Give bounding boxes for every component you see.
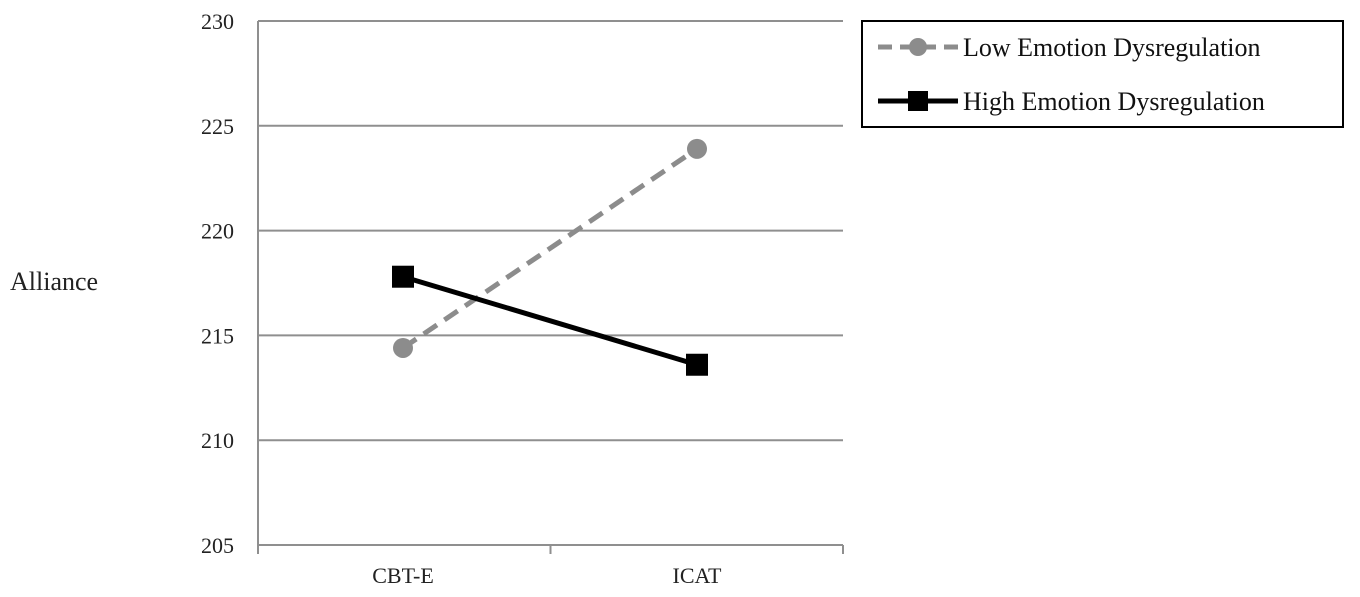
legend: Low Emotion Dysregulation High Emotion Dy… — [861, 20, 1344, 128]
series-line — [401, 146, 699, 351]
data-point — [392, 265, 414, 288]
y-tick-label: 215 — [201, 323, 234, 348]
y-tick-label: 210 — [201, 428, 234, 453]
data-point — [393, 337, 413, 358]
y-tick-label: 225 — [201, 114, 234, 139]
data-point — [687, 138, 707, 159]
series-line — [402, 274, 698, 368]
legend-box — [861, 20, 1344, 128]
x-tick-label: CBT-E — [372, 563, 434, 588]
axes — [257, 21, 844, 554]
y-tick-label: 230 — [201, 9, 234, 34]
y-tick-label: 220 — [201, 219, 234, 244]
gridlines — [258, 20, 843, 442]
y-tick-label: 205 — [201, 533, 234, 558]
x-tick-labels: CBT-E ICAT — [372, 563, 722, 588]
series-lines — [392, 138, 708, 376]
data-point — [686, 353, 708, 376]
y-axis-title: Alliance — [10, 267, 98, 296]
legend-label: High Emotion Dysregulation — [963, 87, 1265, 116]
legend-swatch-marker — [908, 91, 928, 111]
legend-swatch-marker — [909, 38, 927, 56]
y-tick-labels: 205 210 215 220 225 230 — [201, 9, 234, 558]
x-tick-label: ICAT — [673, 563, 722, 588]
legend-label: Low Emotion Dysregulation — [963, 33, 1261, 62]
